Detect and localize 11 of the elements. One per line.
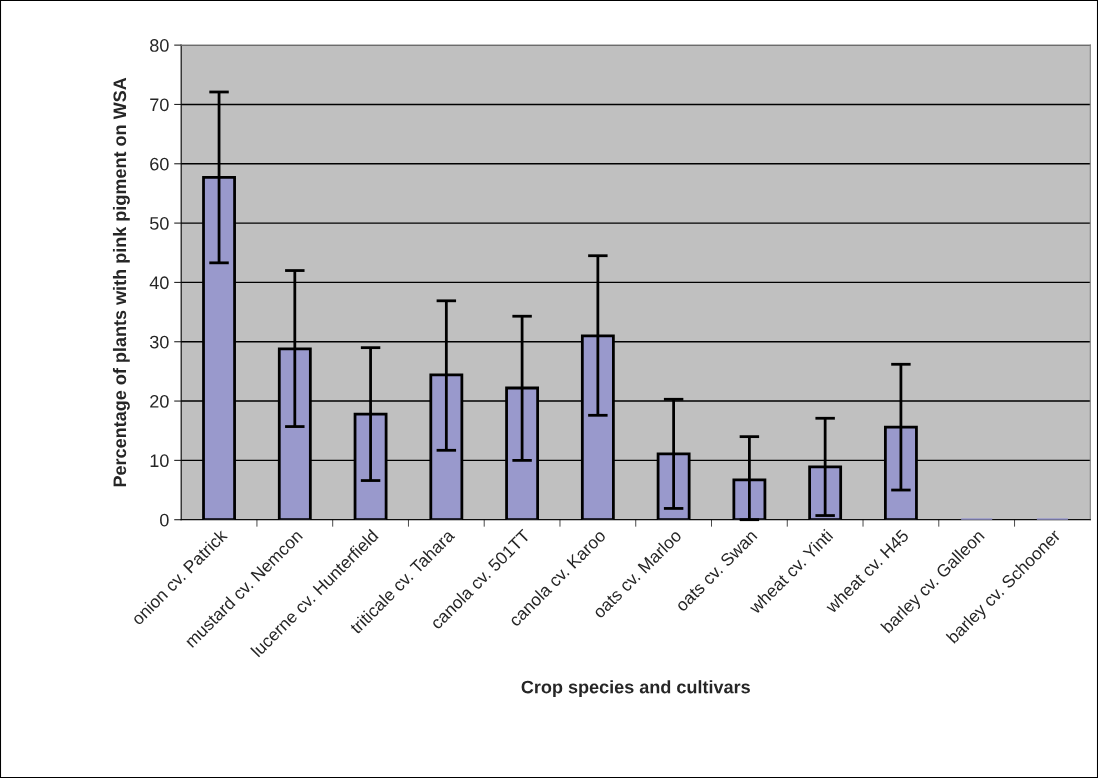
- y-tick-label: 50: [150, 217, 169, 230]
- y-tick-label: 20: [150, 394, 169, 408]
- y-tick-label: 70: [150, 98, 169, 112]
- x-axis-title: Crop species and cultivars: [521, 680, 750, 697]
- y-tick-label: 10: [150, 454, 169, 468]
- y-tick-label: 0: [160, 513, 169, 527]
- y-tick-label: 80: [150, 39, 169, 52]
- y-tick-label: 60: [150, 157, 169, 171]
- y-tick-label: 30: [149, 335, 169, 349]
- y-axis-title: Percentage of plants with pink pigment on WSA: [112, 77, 130, 487]
- y-tick-label: 40: [149, 276, 169, 290]
